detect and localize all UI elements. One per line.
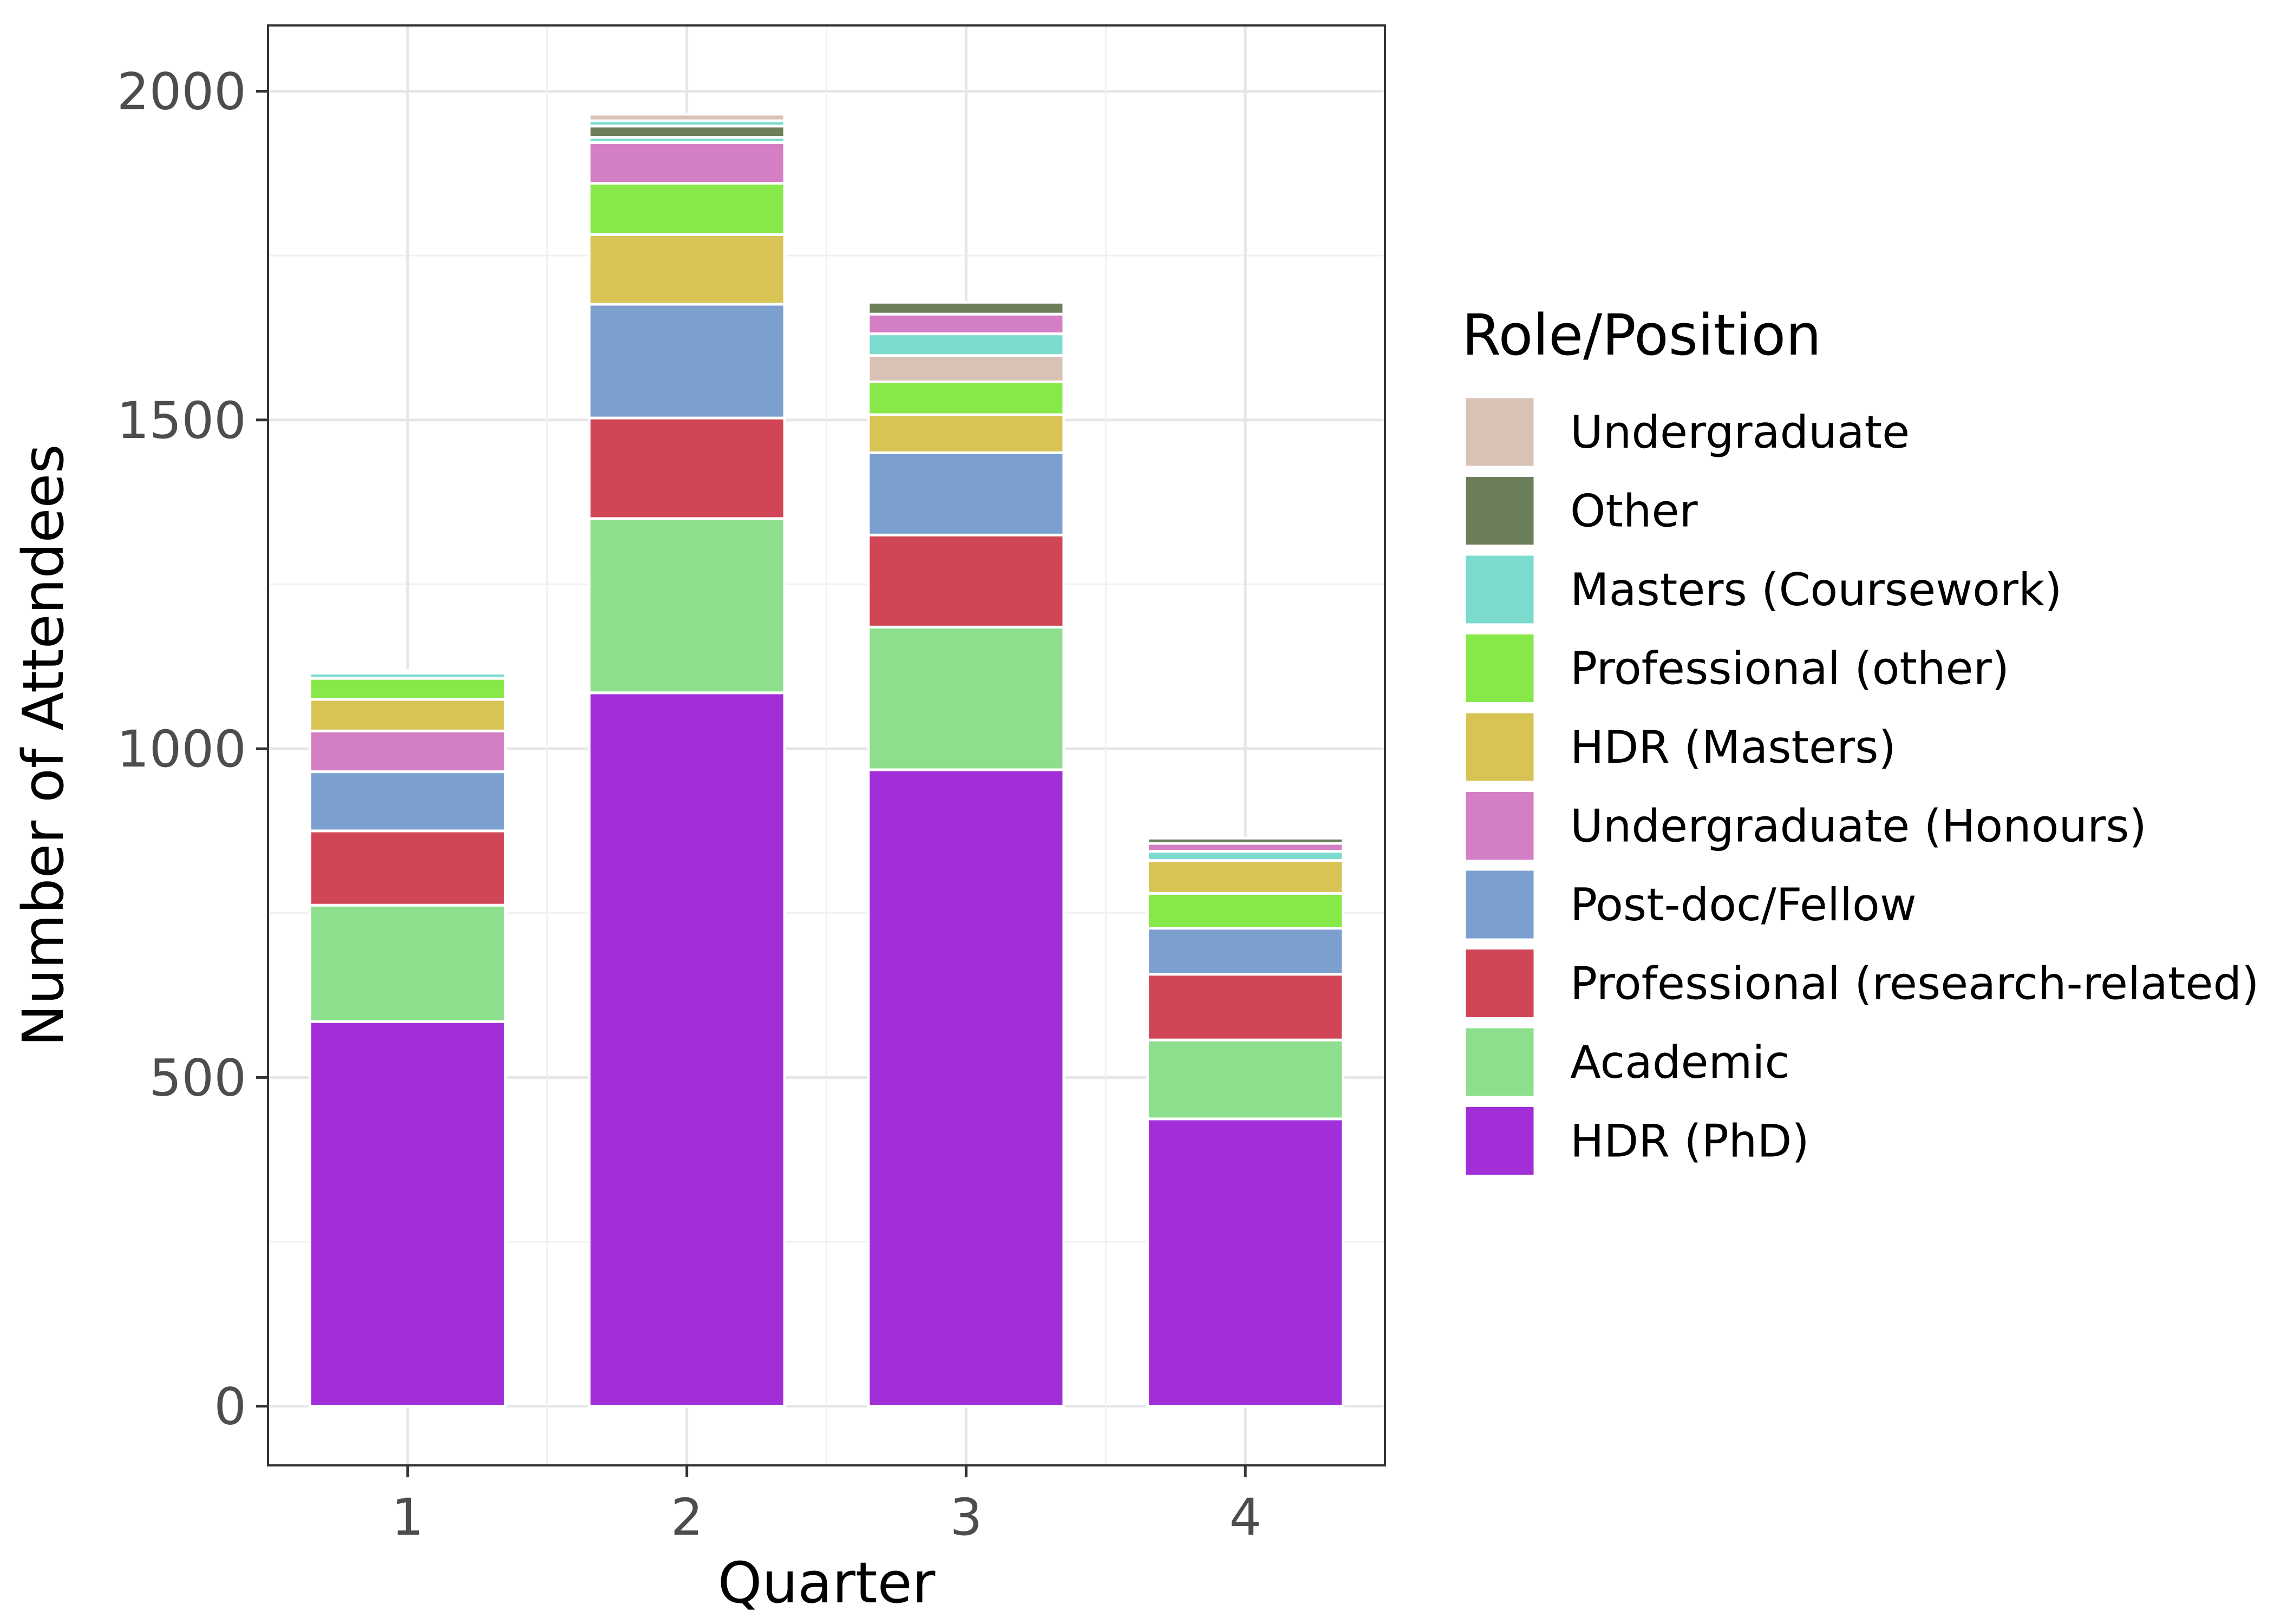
bar-segment bbox=[1146, 892, 1345, 930]
legend-label: Post-doc/Fellow bbox=[1570, 879, 1917, 931]
bar-segment bbox=[867, 332, 1066, 357]
bar-segment bbox=[587, 113, 786, 122]
legend-key bbox=[1463, 947, 1537, 1020]
x-tick-label: 3 bbox=[950, 1488, 982, 1547]
bar-segment bbox=[587, 303, 786, 420]
legend-label: Undergraduate bbox=[1570, 406, 1910, 459]
legend-label: HDR (PhD) bbox=[1570, 1115, 1809, 1168]
bar-segment bbox=[867, 354, 1066, 383]
y-axis-title: Number of Attendees bbox=[10, 444, 76, 1046]
legend-title: Role/Position bbox=[1462, 302, 1821, 368]
legend-label: Masters (Coursework) bbox=[1570, 564, 2062, 616]
legend-key bbox=[1463, 553, 1537, 626]
legend-key bbox=[1463, 868, 1537, 941]
legend-label: Academic bbox=[1570, 1036, 1789, 1089]
x-tick-label: 1 bbox=[391, 1488, 424, 1547]
bar-segment bbox=[867, 413, 1066, 454]
legend-label: Undergraduate (Honours) bbox=[1570, 800, 2147, 853]
bar-segment bbox=[867, 533, 1066, 628]
bar-segment bbox=[308, 1020, 507, 1408]
legend-key bbox=[1463, 789, 1537, 862]
legend: Role/Position Undergraduate Other Masters … bbox=[1462, 302, 2259, 1177]
plot-panel-border bbox=[267, 24, 1386, 1466]
bar-segment bbox=[308, 770, 507, 833]
bar-segment bbox=[587, 182, 786, 236]
y-tick-label: 1000 bbox=[117, 720, 246, 779]
legend-label: Professional (research-related) bbox=[1570, 958, 2259, 1010]
legend-label: HDR (Masters) bbox=[1570, 721, 1896, 774]
legend-key bbox=[1463, 710, 1537, 784]
bar-segment bbox=[308, 698, 507, 732]
bar-segment bbox=[1146, 973, 1345, 1042]
bars-layer bbox=[308, 113, 1345, 1408]
x-tick-label: 2 bbox=[671, 1488, 703, 1547]
bar-segment bbox=[1146, 836, 1345, 845]
bar-segment bbox=[1146, 1117, 1345, 1408]
legend-key bbox=[1463, 632, 1537, 705]
bar-segment bbox=[308, 677, 507, 701]
legend-key bbox=[1463, 1104, 1537, 1177]
bar-segment bbox=[308, 903, 507, 1023]
y-tick-label: 2000 bbox=[117, 62, 246, 121]
bar-segment bbox=[587, 691, 786, 1408]
bar-segment bbox=[587, 141, 786, 185]
bar-segment bbox=[587, 125, 786, 139]
bar-segment bbox=[867, 768, 1066, 1408]
y-tick-label: 0 bbox=[214, 1378, 246, 1437]
legend-label: Professional (other) bbox=[1570, 643, 2009, 695]
legend-key bbox=[1463, 1025, 1537, 1099]
legend-key bbox=[1463, 395, 1537, 469]
bar-segment bbox=[587, 233, 786, 306]
x-axis-title: Quarter bbox=[718, 1550, 936, 1616]
bar-segment bbox=[867, 380, 1066, 416]
x-tick-label: 4 bbox=[1229, 1488, 1262, 1547]
bar-segment bbox=[308, 729, 507, 774]
bar-segment bbox=[308, 669, 507, 675]
bar-segment bbox=[587, 517, 786, 695]
y-tick-label: 500 bbox=[149, 1049, 246, 1108]
bar-segment bbox=[587, 416, 786, 520]
bar-segment bbox=[1146, 1038, 1345, 1121]
axes-layer: 0 500 1000 1500 2000 1 2 3 4 bbox=[117, 62, 1262, 1547]
y-tick-label: 1500 bbox=[117, 391, 246, 450]
bar-segment bbox=[1146, 927, 1345, 976]
bar-segment bbox=[1146, 850, 1345, 862]
legend-label: Other bbox=[1570, 485, 1698, 538]
legend-key bbox=[1463, 474, 1537, 547]
bar-segment bbox=[867, 625, 1066, 771]
bar-segment bbox=[867, 312, 1066, 336]
bar-segment bbox=[867, 300, 1066, 316]
bar-segment bbox=[867, 451, 1066, 536]
bar-segment bbox=[1146, 859, 1345, 895]
bar-segment bbox=[308, 829, 507, 907]
